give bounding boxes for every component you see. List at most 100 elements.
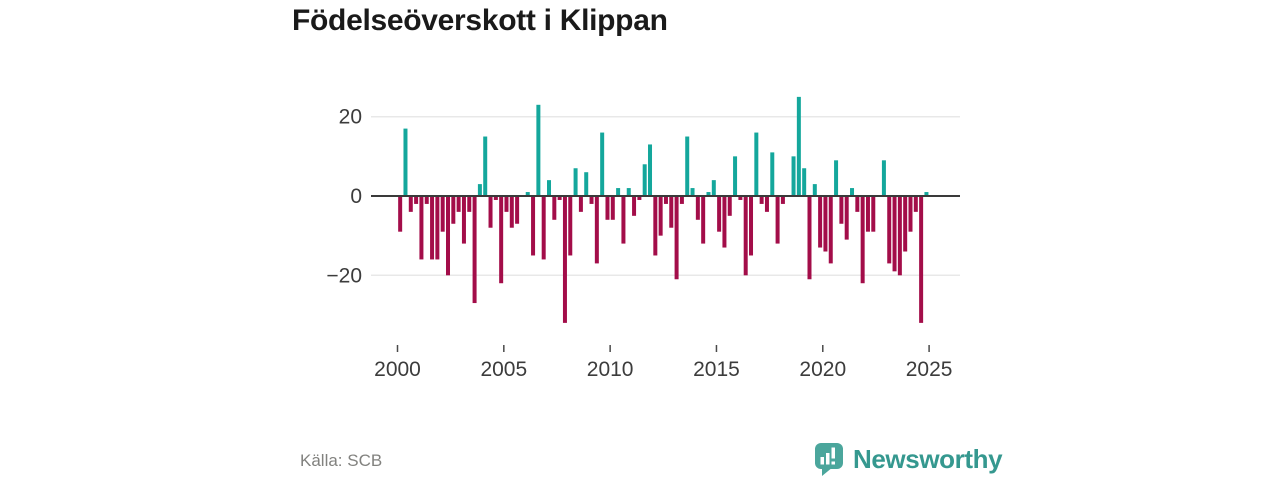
negative-bar	[578, 196, 583, 212]
x-tick-label: 2005	[480, 358, 527, 381]
positive-bar	[796, 96, 801, 196]
negative-bar	[658, 196, 663, 236]
positive-bar	[685, 136, 690, 196]
negative-bar	[674, 196, 679, 280]
negative-bar	[594, 196, 599, 264]
negative-bar	[701, 196, 706, 244]
negative-bar	[398, 196, 403, 232]
negative-bar	[919, 196, 924, 323]
negative-bar	[621, 196, 626, 244]
negative-bar	[818, 196, 823, 248]
positive-bar	[616, 188, 621, 196]
negative-bar	[515, 196, 520, 224]
negative-bar	[472, 196, 477, 304]
negative-bar	[461, 196, 466, 244]
x-tick-label: 2010	[587, 358, 634, 381]
negative-bar	[499, 196, 504, 284]
negative-bar	[451, 196, 456, 224]
positive-bar	[584, 172, 589, 196]
negative-bar	[610, 196, 615, 220]
negative-bar	[446, 196, 451, 276]
positive-bar	[690, 188, 695, 196]
x-tick-label: 2015	[693, 358, 740, 381]
negative-bar	[759, 196, 764, 204]
positive-bar	[648, 144, 653, 196]
negative-bar	[637, 196, 642, 200]
negative-bar	[562, 196, 567, 323]
negative-bar	[456, 196, 461, 212]
negative-bar	[493, 196, 498, 200]
positive-bar	[573, 168, 578, 196]
positive-bar	[733, 156, 738, 196]
x-tick-label: 2020	[799, 358, 846, 381]
negative-bar	[440, 196, 445, 232]
negative-bar	[855, 196, 860, 212]
negative-bar	[408, 196, 413, 212]
negative-bar	[509, 196, 514, 228]
negative-bar	[828, 196, 833, 264]
negative-bar	[531, 196, 536, 256]
negative-bar	[605, 196, 610, 220]
negative-bar	[903, 196, 908, 252]
y-tick-label: 0	[350, 185, 362, 208]
negative-bar	[865, 196, 870, 232]
newsworthy-logo: Newsworthy	[812, 441, 1003, 477]
y-tick-label: −20	[326, 264, 362, 287]
negative-bar	[764, 196, 769, 212]
positive-bar	[850, 188, 855, 196]
positive-bar	[812, 184, 817, 196]
negative-bar	[663, 196, 668, 204]
negative-bar	[860, 196, 865, 284]
negative-bar	[897, 196, 902, 276]
negative-bar	[695, 196, 700, 220]
positive-bar	[770, 152, 775, 196]
negative-bar	[669, 196, 674, 228]
negative-bar	[679, 196, 684, 204]
negative-bar	[653, 196, 658, 256]
negative-bar	[541, 196, 546, 260]
newsworthy-speech-bubble-chart-icon	[815, 443, 843, 476]
x-tick-label: 2025	[906, 358, 953, 381]
negative-bar	[749, 196, 754, 256]
y-tick-label: 20	[339, 106, 362, 129]
negative-bar	[504, 196, 509, 212]
negative-bar	[467, 196, 472, 212]
negative-bar	[738, 196, 743, 200]
negative-bar	[913, 196, 918, 212]
positive-bar	[477, 184, 482, 196]
x-tick-label: 2000	[374, 358, 421, 381]
negative-bar	[488, 196, 493, 228]
positive-bar	[791, 156, 796, 196]
positive-bar	[536, 104, 541, 196]
positive-bar	[600, 132, 605, 196]
positive-bar	[483, 136, 488, 196]
negative-bar	[727, 196, 732, 216]
chart-title: Födelseöverskott i Klippan	[292, 4, 668, 37]
negative-bar	[807, 196, 812, 280]
negative-bar	[419, 196, 424, 260]
negative-bar	[871, 196, 876, 232]
positive-bar	[754, 132, 759, 196]
positive-bar	[547, 180, 552, 196]
negative-bar	[908, 196, 913, 232]
negative-bar	[414, 196, 419, 204]
negative-bar	[892, 196, 897, 272]
source-label: Källa: SCB	[300, 451, 383, 470]
positive-bar	[881, 160, 886, 196]
positive-bar	[834, 160, 839, 196]
negative-bar	[775, 196, 780, 244]
negative-bar	[887, 196, 892, 264]
positive-bar	[711, 180, 716, 196]
positive-bar	[642, 164, 647, 196]
negative-bar	[552, 196, 557, 220]
negative-bar	[722, 196, 727, 248]
negative-bar	[435, 196, 440, 260]
negative-bar	[424, 196, 429, 204]
negative-bar	[780, 196, 785, 204]
negative-bar	[430, 196, 435, 260]
negative-bar	[743, 196, 748, 276]
birth-surplus-bar-chart: 20 0 −20 2000 2005 2010 2015 2020 2025	[326, 96, 960, 381]
positive-bar	[525, 192, 530, 196]
negative-bar	[557, 196, 562, 200]
negative-bar	[717, 196, 722, 232]
